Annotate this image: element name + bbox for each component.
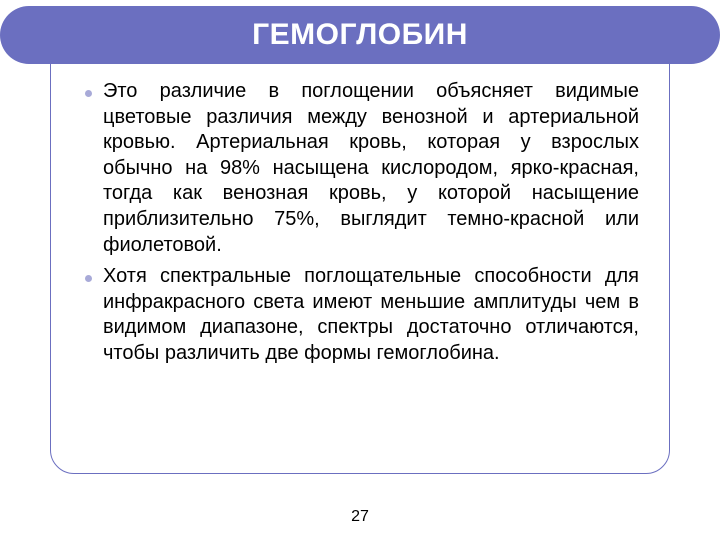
bullet-text: Это различие в поглощении объясняет види… [103,80,639,256]
bullet-text: Хотя спектральные поглощательные способн… [103,265,639,364]
list-item: Это различие в поглощении объясняет види… [81,79,639,258]
page-number: 27 [0,508,720,526]
list-item: Хотя спектральные поглощательные способн… [81,264,639,366]
content-frame: Это различие в поглощении объясняет види… [50,34,670,474]
bullet-list: Это различие в поглощении объясняет види… [81,79,639,367]
page-title: ГЕМОГЛОБИН [252,18,468,52]
title-pill: ГЕМОГЛОБИН [0,6,720,64]
